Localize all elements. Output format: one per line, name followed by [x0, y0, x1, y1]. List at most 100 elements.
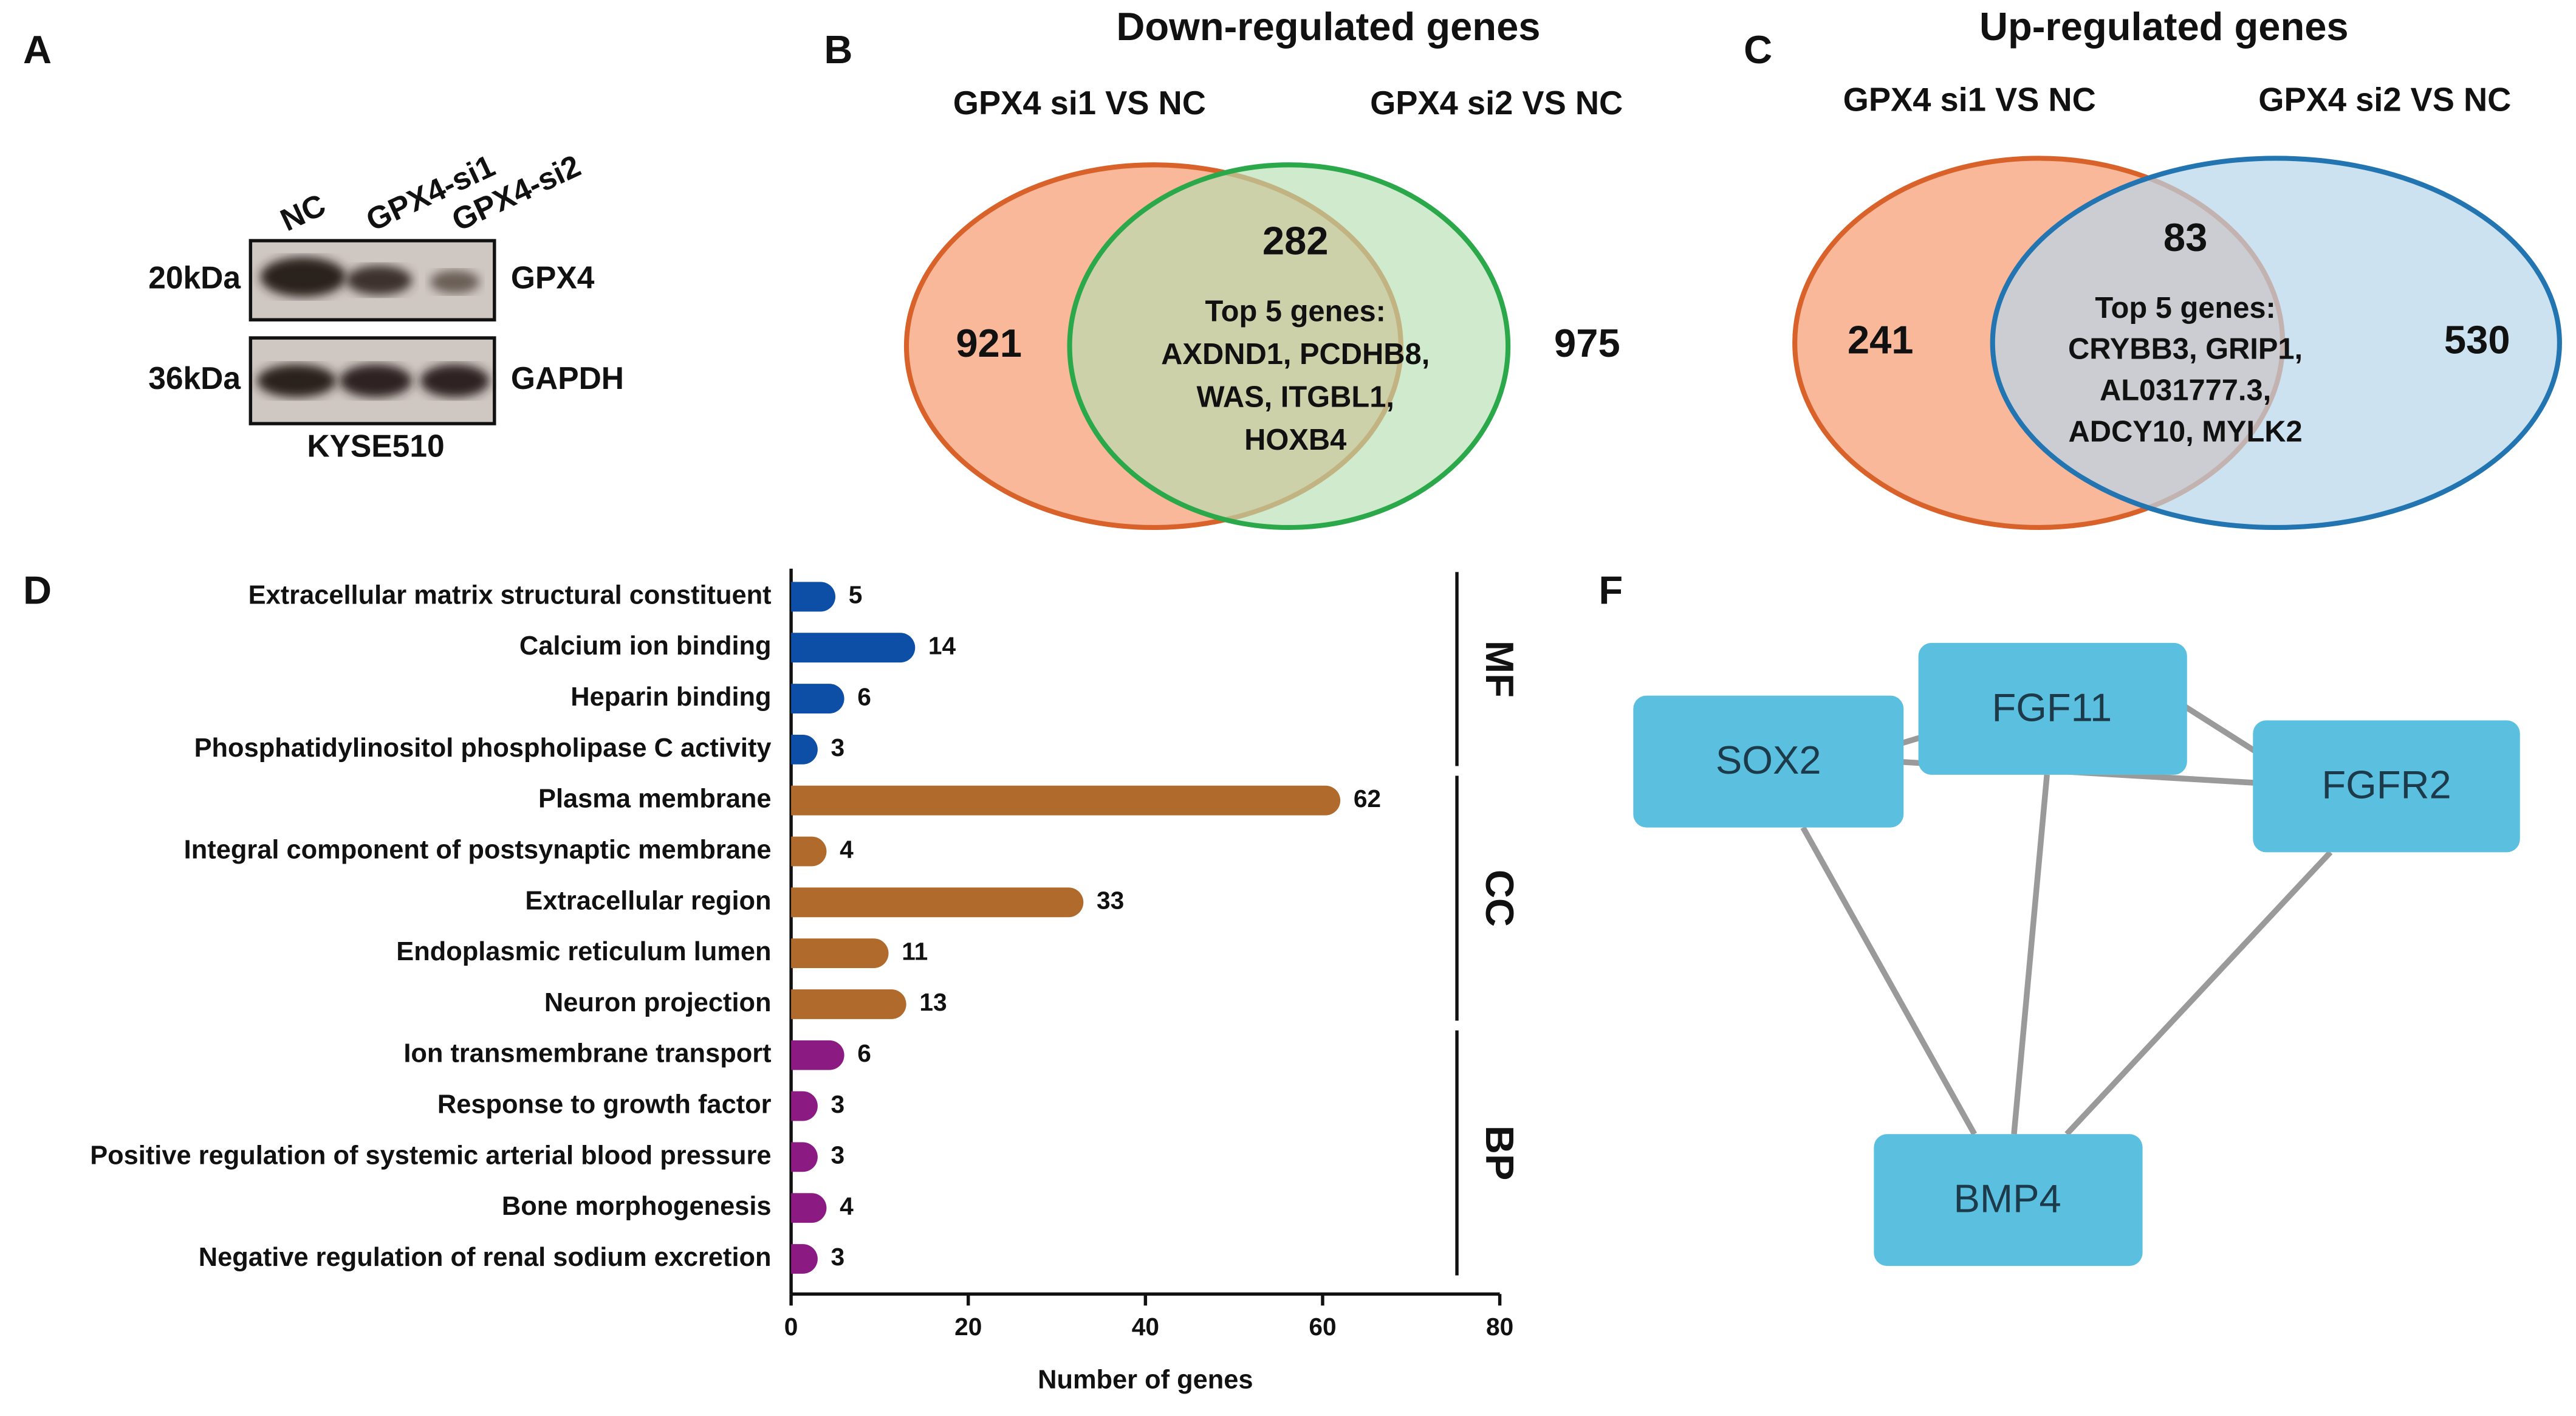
panel-f: F SOX2 FGF11 FGFR2 BMP4	[1598, 568, 2520, 1266]
bar	[791, 1040, 844, 1070]
panel-label: A	[23, 27, 52, 72]
bar	[791, 938, 889, 969]
category-label: Calcium ion binding	[519, 631, 772, 661]
bar	[791, 1193, 827, 1223]
bar	[791, 1244, 818, 1274]
x-tick-label: 40	[1132, 1313, 1159, 1341]
data-label: 33	[1097, 887, 1124, 915]
panel-d: D Number of genes 0 20 40 60 80 Extracellular…	[23, 568, 1522, 1395]
bar	[791, 785, 1341, 816]
panel-c: C Up-regulated genes GPX4 si1 VS NC GPX4…	[1744, 4, 2562, 531]
venn-title: Up-regulated genes	[1979, 4, 2349, 49]
category-label: Positive regulation of systemic arterial…	[90, 1141, 771, 1170]
data-label: 6	[857, 1039, 871, 1067]
venn-count: 530	[2444, 317, 2510, 362]
edge	[2174, 698, 2263, 758]
gene-list: WAS, ITGBL1,	[1196, 380, 1394, 413]
gene-list: HOXB4	[1244, 424, 1346, 456]
x-tick-label: 20	[954, 1313, 982, 1341]
x-tick-label: 60	[1309, 1313, 1336, 1341]
node-label: SOX2	[1716, 738, 1821, 782]
bar	[791, 1091, 818, 1121]
set-label: GPX4 si2 VS NC	[2258, 82, 2511, 119]
venn-set	[1990, 156, 2562, 531]
panel-label: B	[824, 27, 852, 72]
data-label: 3	[831, 1243, 845, 1271]
gene-list: Top 5 genes:	[1205, 295, 1385, 328]
data-label: 3	[831, 1141, 845, 1169]
set-label: GPX4 si2 VS NC	[1370, 85, 1623, 122]
venn-count: 921	[956, 321, 1022, 365]
bar	[791, 836, 827, 867]
data-label: 3	[831, 734, 845, 761]
venn-count: 282	[1262, 219, 1329, 263]
bar	[791, 684, 844, 713]
data-label: 5	[849, 581, 863, 609]
lane-label: NC	[275, 187, 331, 238]
node-label: FGFR2	[2321, 763, 2451, 807]
category-label: Ion transmembrane transport	[403, 1039, 771, 1068]
x-tick-label: 80	[1486, 1313, 1513, 1341]
band	[339, 364, 413, 397]
bar	[791, 633, 916, 663]
edge	[2064, 850, 2333, 1136]
data-label: 11	[902, 937, 928, 965]
size-label: 20kDa	[148, 260, 241, 295]
protein-label: GPX4	[511, 260, 595, 295]
venn-set	[1067, 162, 1511, 531]
size-label: 36kDa	[148, 360, 241, 396]
category-label: Extracellular region	[525, 886, 771, 915]
cell-line: KYSE510	[307, 428, 444, 463]
gene-list: AL031777.3,	[2100, 374, 2271, 407]
category-label: Integral component of postsynaptic membr…	[184, 835, 772, 864]
data-label: 62	[1354, 785, 1381, 813]
edge	[2011, 774, 2050, 1135]
category-label: Phosphatidylinositol phospholipase C act…	[194, 734, 772, 763]
protein-label: GAPDH	[511, 360, 624, 396]
node	[1918, 642, 2187, 775]
band	[420, 364, 490, 397]
data-label: 14	[928, 631, 956, 659]
bar	[791, 734, 818, 765]
category-label: Neuron projection	[544, 988, 772, 1017]
category-label: Negative regulation of renal sodium excr…	[199, 1243, 772, 1272]
band	[430, 270, 480, 294]
bar	[791, 989, 906, 1019]
data-label: 13	[919, 988, 947, 1016]
bar	[791, 887, 1084, 918]
node	[1874, 1134, 2143, 1266]
data-label: 6	[857, 682, 871, 710]
data-label: 3	[831, 1090, 845, 1118]
group-label: MF	[1478, 641, 1522, 698]
band	[257, 364, 337, 397]
data-label: 4	[840, 1192, 854, 1220]
category-label: Plasma membrane	[538, 785, 772, 814]
category-label: Extracellular matrix structural constitu…	[248, 580, 772, 610]
venn-count: 241	[1848, 317, 1914, 362]
gene-list: CRYBB3, GRIP1,	[2068, 333, 2303, 366]
category-label: Bone morphogenesis	[502, 1192, 772, 1221]
gene-list: AXDND1, PCDHB8,	[1161, 338, 1430, 371]
panel-label: D	[23, 568, 52, 613]
node-label: FGF11	[1992, 685, 2112, 729]
category-label: Heparin binding	[570, 682, 771, 712]
gene-list: Top 5 genes:	[2095, 292, 2275, 325]
node	[2253, 720, 2520, 853]
node	[1633, 695, 1904, 828]
node-label: BMP4	[1953, 1177, 2061, 1221]
venn-count: 83	[2163, 215, 2207, 259]
set-label: GPX4 si1 VS NC	[953, 85, 1206, 122]
band	[260, 257, 346, 297]
band	[346, 265, 413, 295]
group-label: CC	[1478, 870, 1522, 927]
x-axis-label: Number of genes	[1038, 1366, 1253, 1395]
x-tick-label: 0	[784, 1313, 798, 1341]
panel-b: B Down-regulated genes GPX4 si1 VS NC GP…	[824, 4, 1623, 531]
edge	[1800, 826, 1977, 1136]
venn-title: Down-regulated genes	[1116, 4, 1540, 49]
panel-label: C	[1744, 27, 1772, 72]
venn-count: 975	[1554, 321, 1620, 365]
bar	[791, 582, 836, 612]
bar	[791, 1142, 818, 1172]
